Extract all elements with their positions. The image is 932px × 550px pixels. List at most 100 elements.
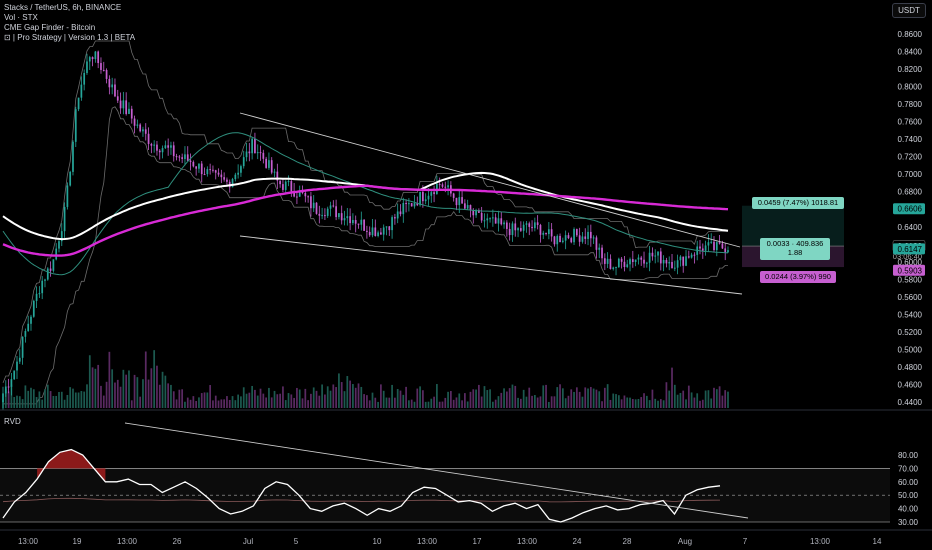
candle — [58, 241, 60, 249]
time-tick: Aug — [678, 537, 692, 546]
candle — [469, 205, 472, 211]
candle — [251, 138, 253, 154]
candle — [175, 156, 178, 158]
candle — [715, 242, 718, 251]
rvd-label[interactable]: RVD — [4, 417, 21, 426]
volume-bar — [27, 390, 30, 408]
indicator-pro-strategy[interactable]: ⊡ | Pro Strategy | Version 1.3 | BETA — [4, 33, 136, 42]
price-tick: 0.7000 — [898, 170, 923, 179]
candle — [528, 223, 531, 227]
candle — [184, 154, 186, 159]
candle — [2, 393, 4, 403]
volume-bar — [254, 389, 256, 408]
candle — [16, 361, 18, 371]
time-tick: 5 — [294, 537, 299, 546]
time-axis[interactable]: 13:00 19 13:00 26 Jul 5 10 13:00 17 13:00 24 28 Aug 7… — [18, 537, 882, 546]
volume-bar — [581, 396, 584, 408]
volume-bar — [396, 388, 399, 408]
volume-bar — [564, 398, 567, 408]
volume-bar — [452, 399, 455, 408]
candle — [718, 242, 721, 244]
price-tick: 0.7600 — [898, 118, 923, 127]
candle — [427, 195, 430, 200]
volume-bar — [41, 399, 44, 408]
volume-bar — [312, 387, 315, 408]
volume-bar — [209, 385, 212, 408]
currency-button[interactable]: USDT — [892, 3, 926, 18]
candle — [690, 254, 693, 258]
candle — [128, 108, 130, 114]
candle — [626, 264, 629, 268]
candle — [245, 151, 248, 158]
volume-bar — [158, 384, 161, 408]
candle — [217, 172, 220, 175]
price-tick: 0.6400 — [898, 223, 923, 232]
candle — [315, 202, 318, 214]
volume-bar — [172, 391, 175, 408]
volume-bar — [136, 377, 139, 408]
volume-bar — [60, 391, 63, 408]
price-tick: 0.8400 — [898, 48, 923, 57]
candle — [293, 191, 295, 197]
volume-bar — [102, 395, 105, 408]
volume-bar — [536, 397, 539, 408]
price-tick: 0.5200 — [898, 328, 923, 337]
candle — [682, 256, 685, 266]
price-tick: 0.8000 — [898, 83, 923, 92]
volume-bar — [458, 393, 461, 408]
candle — [687, 256, 690, 258]
candle — [198, 163, 200, 169]
volume-bar — [142, 379, 144, 408]
volume-bar — [226, 396, 228, 408]
symbol-title[interactable]: Stacks / TetherUS, 6h, BINANCE — [4, 3, 122, 12]
volume-bar — [438, 401, 441, 408]
candle — [41, 280, 44, 294]
volume-bar — [424, 401, 427, 408]
time-tick: 28 — [623, 537, 632, 546]
volume-bar — [461, 400, 463, 408]
rvd-pane: 80.00 70.00 60.00 50.00 40.00 30.00 — [0, 409, 932, 531]
volume-bar — [256, 395, 259, 408]
volume-bar — [125, 374, 128, 408]
indicator-cme-gap[interactable]: CME Gap Finder - Bitcoin — [4, 23, 96, 32]
volume-bar — [329, 390, 332, 408]
volume-bar — [626, 397, 629, 408]
volume-bar — [170, 384, 172, 408]
price-tick: 0.6800 — [898, 188, 923, 197]
volume-bar — [200, 393, 203, 408]
candle — [189, 160, 192, 162]
volume-bar — [522, 389, 525, 408]
volume-bar — [399, 390, 402, 408]
candle — [69, 171, 72, 186]
volume-bar — [91, 367, 94, 408]
candle — [21, 336, 24, 358]
volume-bar — [58, 391, 60, 408]
indicator-volume[interactable]: Vol · STX — [4, 13, 38, 22]
candlesticks — [2, 50, 729, 411]
price-axis[interactable]: 0.8600 0.8400 0.8200 0.8000 0.7800 0.7600 0.74… — [898, 30, 923, 407]
volume-bar — [49, 391, 52, 408]
candle — [424, 199, 427, 202]
candle — [270, 160, 273, 173]
candle — [444, 186, 447, 188]
candle — [212, 169, 214, 171]
candle — [332, 205, 335, 207]
candle — [102, 69, 105, 71]
volume-bar — [259, 388, 262, 408]
target-label-text: 0.0459 (7.47%) 1018.81 — [758, 198, 838, 207]
volume-bar — [464, 393, 466, 408]
candle — [581, 236, 584, 242]
volume-bar — [668, 390, 671, 408]
candle — [4, 386, 7, 394]
candle — [489, 218, 491, 220]
candle — [97, 51, 100, 64]
volume-bar — [318, 395, 321, 408]
candle — [27, 323, 30, 332]
candle — [18, 357, 21, 362]
volume-bar — [724, 390, 727, 408]
volume-bar — [150, 368, 153, 408]
price-tick: 0.8200 — [898, 65, 923, 74]
candle — [161, 148, 164, 153]
rvd-signal-line — [2, 497, 721, 503]
